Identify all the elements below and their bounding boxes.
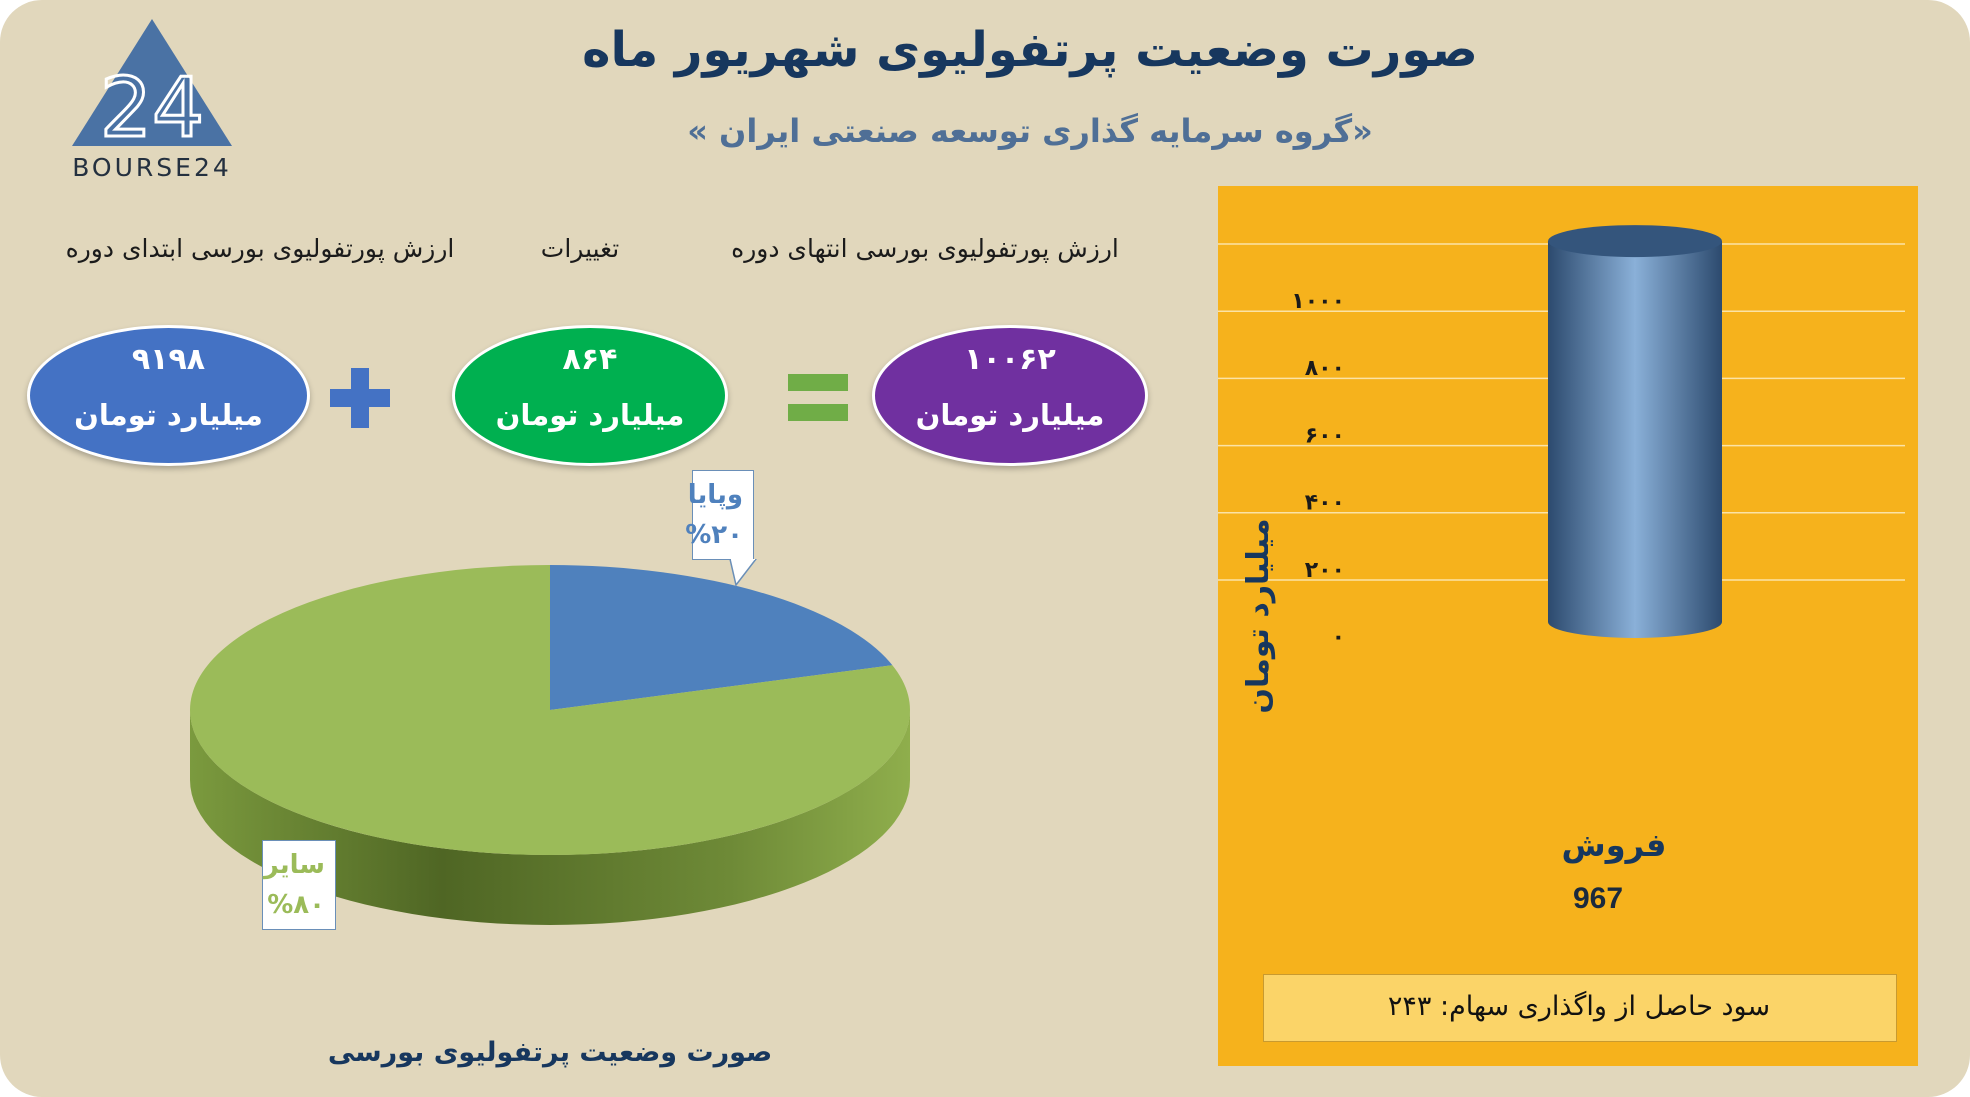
logo-mark: 24 — [100, 61, 204, 156]
page-title: صورت وضعیت پرتفولیوی شهریور ماه — [582, 22, 1478, 78]
start-value-label: ارزش پورتفولیوی بورسی ابتدای دوره — [65, 234, 455, 263]
y-tick-label: ۰ — [1332, 625, 1345, 650]
pie-label-vapaya-name: وپایا — [687, 480, 743, 510]
y-tick-label: ۴۰۰ — [1305, 491, 1345, 516]
profit-note-box — [1263, 974, 1897, 1042]
pie-label-other-name: سایر — [263, 850, 325, 880]
pie-label-other-percent: %۸۰ — [267, 890, 325, 920]
logo-text: BOURSE24 — [72, 153, 232, 182]
equals-icon — [788, 374, 848, 421]
end-value-label: ارزش پورتفولیوی بورسی انتهای دوره — [731, 234, 1119, 263]
profit-note-text: سود حاصل از واگذاری سهام: ۲۴۳ — [1387, 991, 1771, 1022]
y-tick-label: ۶۰۰ — [1305, 423, 1345, 448]
category-label-sales: فروش — [1562, 826, 1667, 864]
y-tick-label: ۱۰۰۰ — [1291, 289, 1345, 314]
end-value: ۱۰۰۶۲ — [964, 342, 1056, 377]
plus-icon — [330, 368, 390, 428]
pie-label-pointer — [729, 559, 757, 587]
page-subtitle: «گروه سرمایه گذاری توسعه صنعتی ایران » — [687, 112, 1373, 150]
change-value: ۸۶۴ — [562, 342, 618, 377]
y-axis-title: میلیارد تومان — [1241, 518, 1276, 713]
pie-slice-other — [190, 565, 911, 855]
pie-side-wall — [190, 710, 910, 925]
end-unit: میلیارد تومان — [915, 398, 1105, 432]
bar-sales-top — [1548, 225, 1722, 258]
pie-label-vapaya-percent: %۲۰ — [685, 520, 743, 550]
bourse24-logo: 24 BOURSE24 — [72, 19, 232, 182]
change-unit: میلیارد تومان — [495, 398, 685, 432]
change-label: تغییرات — [540, 234, 620, 263]
start-value: ۹۱۹۸ — [131, 342, 206, 377]
end-value-oval: ۱۰۰۶۲ میلیارد تومان — [872, 325, 1148, 466]
bar-value-label: 967 — [1573, 882, 1623, 915]
pie-label-other: سایر %۸۰ — [262, 840, 336, 930]
pie-slice-vapaya — [550, 565, 893, 710]
start-unit: میلیارد تومان — [74, 398, 263, 432]
logo-triangle — [72, 19, 232, 146]
start-value-oval: ۹۱۹۸ میلیارد تومان — [27, 325, 310, 466]
pie-chart-title: صورت وضعیت پرتفولیوی بورسی — [327, 1037, 773, 1068]
pie-label-vapaya: وپایا %۲۰ — [685, 470, 754, 560]
sales-bar-chart: ۰ ۲۰۰ ۴۰۰ ۶۰۰ ۸۰۰ ۱۰۰۰ میلیارد تومان فروش 967 — [1218, 225, 1905, 915]
y-tick-label: ۸۰۰ — [1305, 356, 1345, 381]
change-value-oval: ۸۶۴ میلیارد تومان — [452, 325, 728, 466]
portfolio-pie-chart — [190, 565, 911, 925]
y-tick-label: ۲۰۰ — [1305, 558, 1345, 583]
bar-sales — [1548, 241, 1722, 638]
